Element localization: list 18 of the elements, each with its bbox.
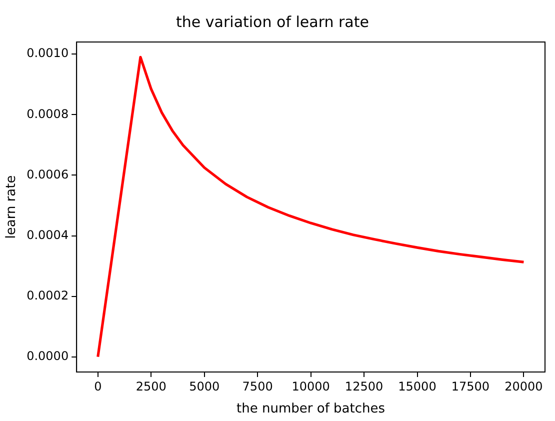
x-axis-title: the number of batches <box>236 402 386 417</box>
chart-title: the variation of learn rate <box>176 12 369 31</box>
x-tick-label: 12500 <box>344 379 384 394</box>
y-tick-label: 0.0010 <box>26 46 69 60</box>
x-tick-label: 0 <box>94 379 102 394</box>
x-tick-label: 15000 <box>398 379 436 394</box>
y-tick-label: 0.0006 <box>26 167 69 182</box>
x-tick-label: 10000 <box>292 379 330 394</box>
y-tick-label: 0.0002 <box>26 288 69 302</box>
x-tick-label: 20000 <box>504 379 543 394</box>
x-tick-label: 7500 <box>242 379 273 394</box>
y-tick-label: 0.0004 <box>26 228 69 242</box>
y-tick-label: 0.0008 <box>26 106 69 121</box>
x-tick-label: 17500 <box>451 379 490 394</box>
y-tick-label: 0.0000 <box>26 348 69 363</box>
x-tick-label: 5000 <box>189 379 220 394</box>
y-axis-title: learn rate <box>4 175 20 239</box>
x-tick-label: 2500 <box>136 379 166 394</box>
